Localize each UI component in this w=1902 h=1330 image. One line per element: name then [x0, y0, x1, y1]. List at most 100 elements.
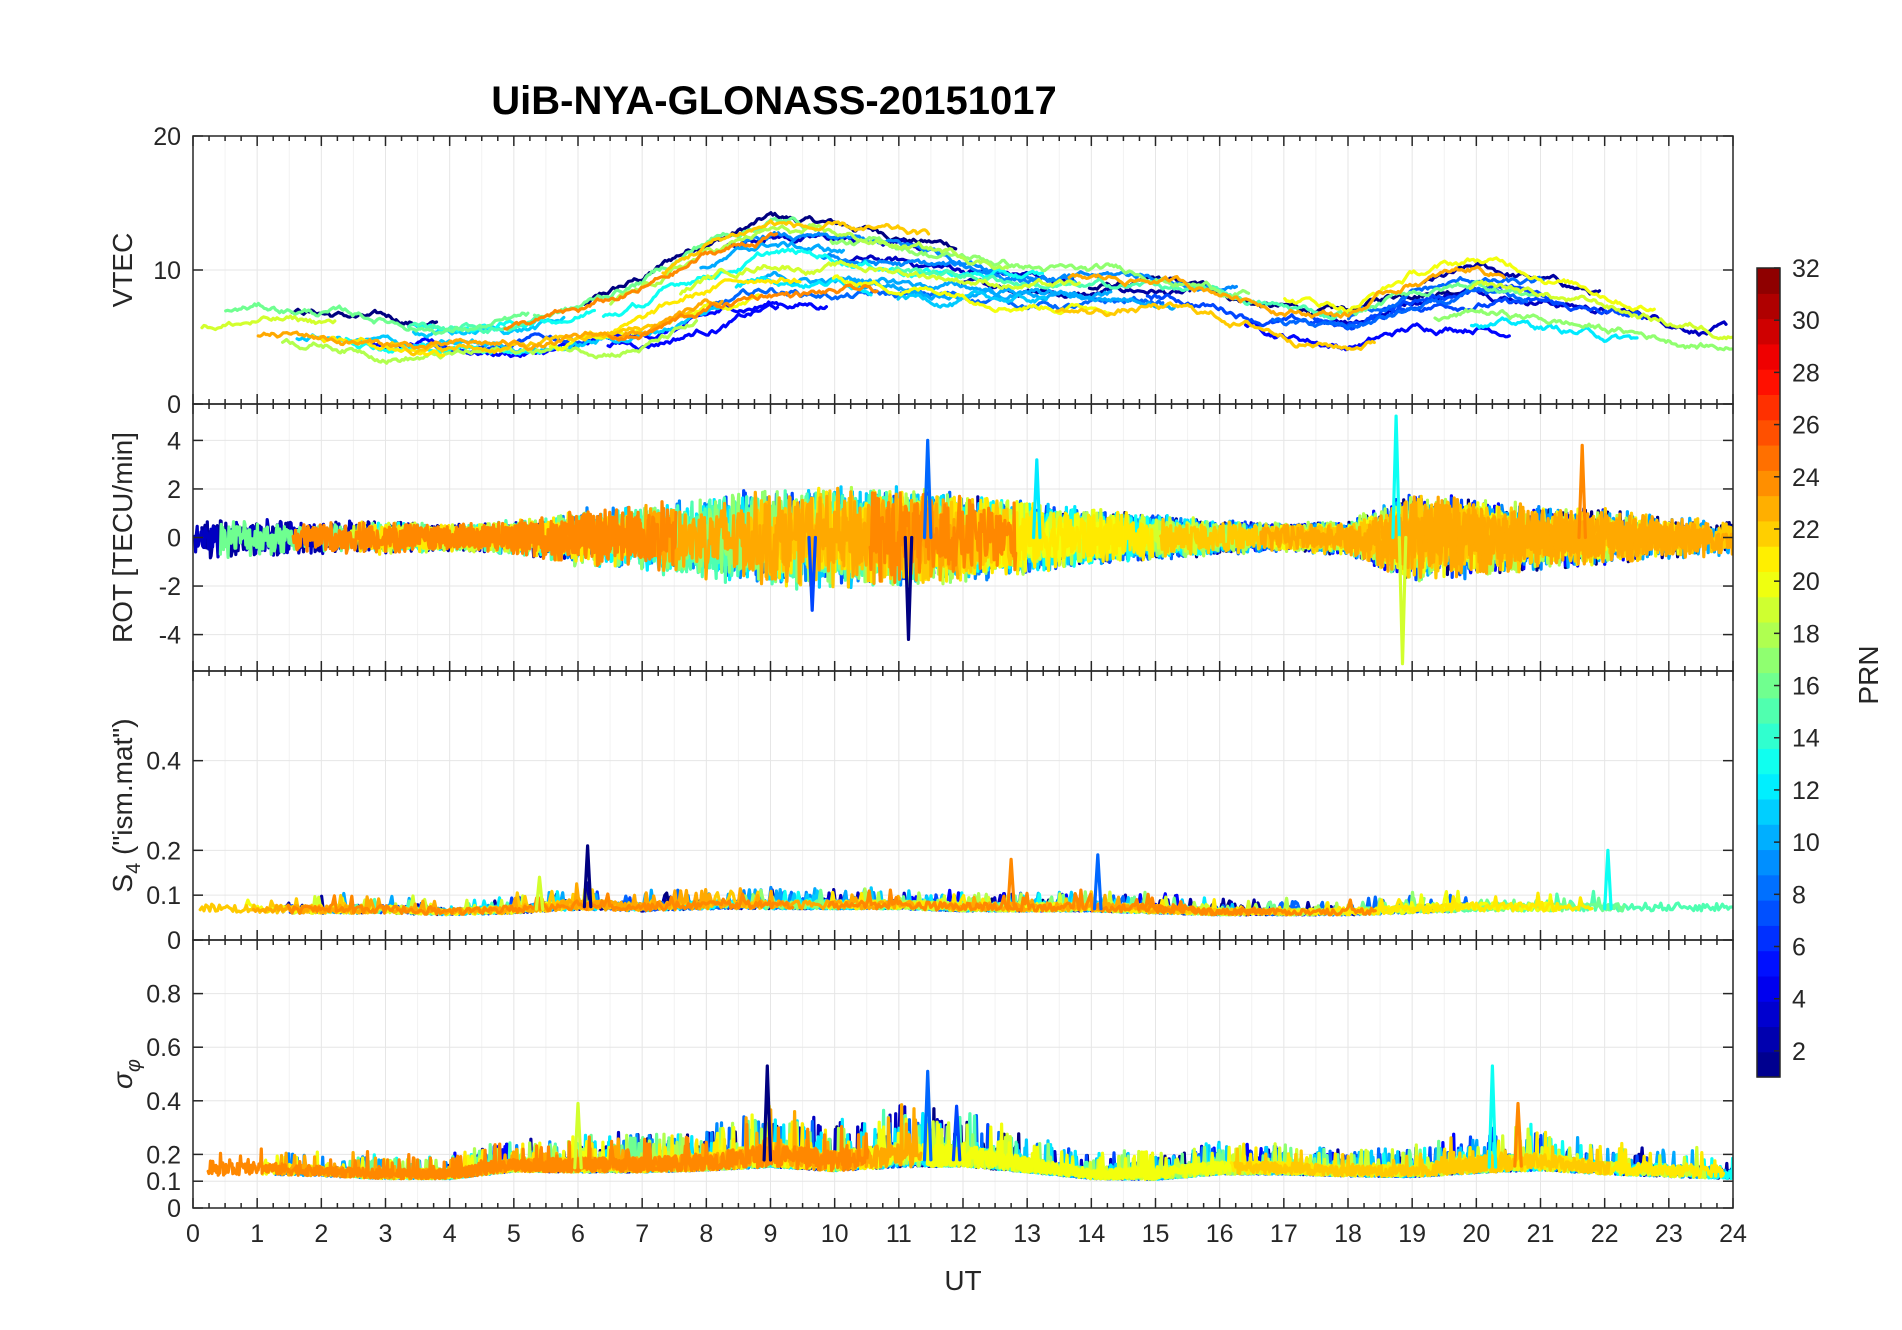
panel-vtec: 0 10 20 VTEC — [107, 123, 1734, 419]
vtec-series-prn-22 — [661, 219, 931, 276]
sigma-xlabel: UT — [944, 1265, 981, 1296]
s4-series-prn-24 — [286, 892, 795, 916]
colorbar-swatch — [1757, 571, 1780, 598]
colorbar-swatch — [1757, 950, 1780, 977]
s4-ytick-label: 0 — [167, 927, 181, 955]
colorbar-swatch — [1757, 419, 1780, 446]
colorbar-swatch — [1757, 546, 1780, 572]
rot-ytick-label: 2 — [167, 476, 181, 504]
vtec-series-prn-22 — [388, 308, 695, 357]
colorbar-swatch — [1757, 293, 1780, 320]
sigma-peak — [762, 1064, 773, 1162]
colorbar-tick-label: 26 — [1792, 412, 1820, 440]
sigma-xtick-label: 6 — [571, 1220, 585, 1248]
colorbar-tick-label: 22 — [1792, 516, 1820, 544]
sigma-ytick-label: 0.8 — [146, 981, 181, 1009]
sigma-xtick-label: 12 — [949, 1220, 977, 1248]
colorbar-tick-label: 14 — [1792, 725, 1820, 753]
colorbar-swatch — [1757, 444, 1780, 471]
colorbar-label: PRN — [1853, 645, 1884, 704]
sigma-xtick-label: 20 — [1462, 1220, 1490, 1248]
sigma-ytick-label: 0.2 — [146, 1141, 181, 1169]
colorbar-swatch — [1757, 748, 1780, 775]
colorbar-swatch — [1757, 621, 1780, 648]
sigma-xtick-label: 21 — [1527, 1220, 1555, 1248]
vtec-ticks — [192, 135, 1734, 405]
s4-peak — [1603, 848, 1613, 911]
vtec-series-prn-5 — [606, 302, 780, 352]
colorbar-swatch — [1757, 798, 1780, 825]
s4-ylabel-rest: ("ism.mat") — [107, 718, 138, 862]
rot-peak — [1577, 443, 1587, 540]
rot-series — [193, 414, 1733, 666]
colorbar-tick-label: 20 — [1792, 568, 1820, 596]
sigma-xtick-label: 10 — [821, 1220, 849, 1248]
vtec-ytick-label: 10 — [153, 257, 181, 285]
sigma-peak — [1487, 1064, 1498, 1169]
rot-peak — [922, 438, 933, 540]
colorbar-tick-label: 16 — [1792, 673, 1820, 701]
s4-peak — [1006, 857, 1016, 911]
s4-peak — [534, 875, 545, 911]
panel-rot: -4 -2 0 2 4 ROT [TECU/min] — [107, 403, 1734, 672]
rot-series-prn-24 — [868, 491, 1018, 584]
colorbar-tick-label: 24 — [1792, 464, 1820, 492]
rot-ytick-label: 4 — [167, 427, 181, 455]
colorbar-tick-label: 2 — [1792, 1038, 1806, 1066]
sigma-xtick-label: 11 — [886, 1220, 912, 1248]
vtec-series-prn-23 — [1067, 265, 1506, 319]
vtec-series-prn-15 — [891, 265, 1338, 321]
sigma-xtick-label: 17 — [1270, 1220, 1298, 1248]
s4-peak — [1092, 853, 1103, 911]
sigma-xtick-label: 5 — [507, 1220, 521, 1248]
colorbar-tick-label: 4 — [1792, 986, 1806, 1014]
sigma-xtick-label: 9 — [764, 1220, 778, 1248]
colorbar-swatch — [1757, 773, 1780, 800]
rot-peak — [1397, 535, 1408, 666]
vtec-series-prn-2 — [1422, 261, 1602, 296]
vtec-series-prn-5 — [1244, 321, 1511, 352]
s4-ticks — [192, 671, 1734, 941]
sigma-ylabel-main: σ — [107, 1071, 138, 1089]
vtec-series-prn-7 — [1145, 293, 1644, 331]
sigma-xtick-label: 22 — [1591, 1220, 1619, 1248]
panel-s4: 00.10.20.4S4 ("ism.mat") — [107, 670, 1734, 955]
vtec-series-prn-11 — [896, 289, 1048, 309]
vtec-series-prn-8 — [1347, 275, 1545, 321]
vtec-series-prn-16 — [224, 301, 530, 336]
vtec-series-prn-22 — [1055, 301, 1376, 351]
sigma-xtick-label: 14 — [1077, 1220, 1105, 1248]
sigma-xtick-label: 1 — [250, 1220, 264, 1248]
vtec-series-prn-10 — [849, 276, 1113, 302]
sigma-series-prn-24 — [399, 1123, 870, 1181]
s4-ytick-label: 0.1 — [146, 882, 181, 910]
sigma-ylabel: σφ — [107, 1059, 145, 1089]
rot-series-prn-24 — [291, 505, 657, 568]
colorbar-swatch — [1757, 520, 1780, 547]
colorbar-tick-label: 10 — [1792, 829, 1820, 857]
rot-ytick-label: 0 — [167, 525, 181, 553]
sigma-xtick-label: 0 — [186, 1220, 200, 1248]
colorbar-swatch — [1757, 824, 1780, 851]
colorbar-swatch — [1757, 647, 1780, 674]
rot-series-prn-23 — [1259, 495, 1733, 579]
colorbar-swatch — [1757, 874, 1780, 901]
s4-series — [198, 844, 1733, 917]
vtec-series-prn-24 — [607, 283, 879, 342]
colorbar-swatch — [1757, 723, 1780, 749]
colorbar-swatch — [1757, 268, 1780, 294]
sigma-peak — [951, 1104, 962, 1162]
sigma-series — [206, 1064, 1733, 1181]
sigma-xtick-label: 3 — [379, 1220, 393, 1248]
colorbar-swatch — [1757, 318, 1780, 345]
colorbar-swatch — [1757, 470, 1780, 497]
sigma-ticks — [192, 940, 1734, 1209]
sigma-peak — [922, 1069, 933, 1162]
sigma-peak — [1513, 1101, 1523, 1168]
vtec-ytick-label: 20 — [153, 123, 181, 151]
colorbar-swatch — [1757, 672, 1780, 699]
colorbar-swatch — [1757, 1026, 1780, 1053]
colorbar-tick-label: 28 — [1792, 359, 1820, 387]
